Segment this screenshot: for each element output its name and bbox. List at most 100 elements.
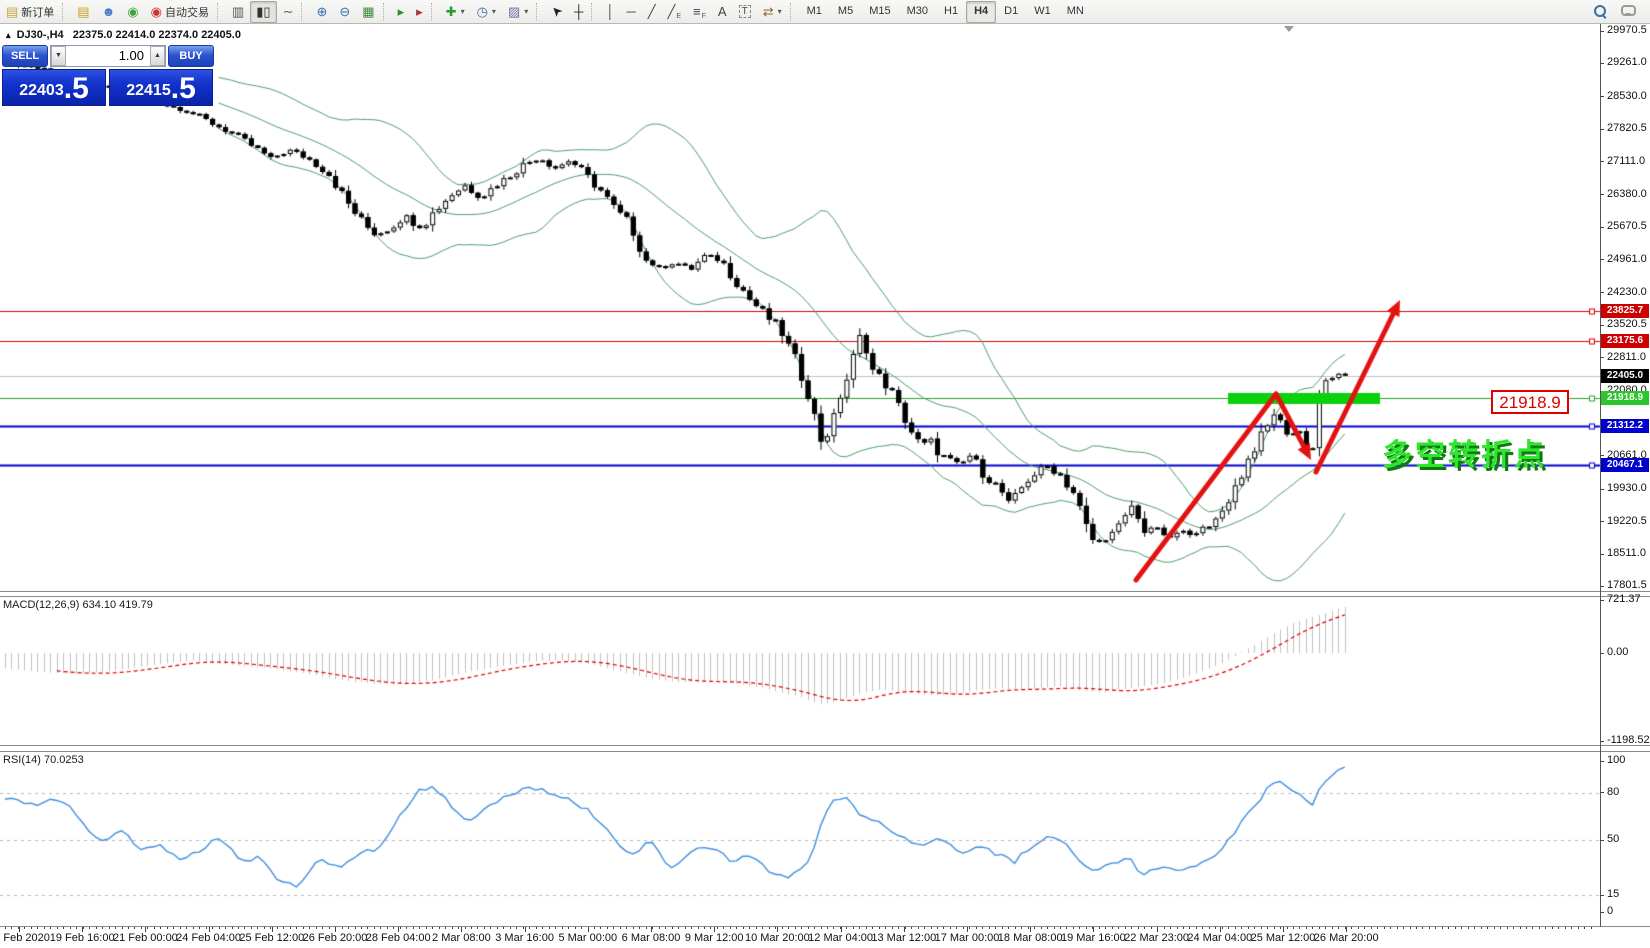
time-axis-minortick: [768, 927, 770, 929]
time-axis-label: 6 Mar 08:00: [621, 932, 681, 944]
time-axis-minortick: [1331, 927, 1333, 929]
time-axis-minortick: [199, 927, 201, 929]
horizontal-line-button[interactable]: ─: [621, 1, 642, 23]
volume-input[interactable]: 1.00: [118, 48, 144, 63]
auto-scroll-button[interactable]: ▸: [392, 1, 411, 23]
timeframe-button-m15[interactable]: M15: [869, 4, 891, 17]
time-axis-label: 24 Feb 04:00: [176, 932, 242, 944]
time-axis-minortick: [671, 927, 673, 929]
bar-chart-button[interactable]: ▥: [226, 1, 250, 23]
price-axis-label: 24961.0: [1607, 252, 1647, 265]
fibonacci-button[interactable]: ≡ F: [687, 1, 712, 23]
time-axis-minortick: [63, 927, 65, 929]
time-axis-minortick: [1092, 927, 1094, 929]
candle-chart-button[interactable]: ▮▯: [250, 0, 277, 23]
timeframe-button-mn[interactable]: MN: [1066, 4, 1084, 17]
time-axis-minortick: [891, 927, 893, 929]
toolbar-separator: [536, 2, 543, 21]
price-axis-tick: [1600, 194, 1604, 196]
time-axis-minortick: [1506, 927, 1508, 929]
profile-button[interactable]: ☻: [96, 1, 122, 23]
signal-button[interactable]: ◉: [121, 1, 144, 23]
time-axis-minortick: [153, 927, 155, 929]
time-axis-label: 25 Feb 12:00: [239, 932, 305, 944]
chat-icon[interactable]: [1621, 5, 1636, 16]
time-axis-tick: [967, 927, 968, 932]
time-axis-minortick: [1195, 927, 1197, 929]
vertical-line-button[interactable]: │: [600, 1, 620, 23]
icon-subscript: E: [676, 12, 682, 20]
dropdown-arrow-icon[interactable]: ▾: [524, 7, 529, 16]
time-axis-minortick: [949, 927, 951, 929]
time-axis-minortick: [1584, 927, 1586, 929]
tile-windows-button[interactable]: ▦: [356, 1, 380, 23]
time-axis-label: 28 Feb 04:00: [365, 932, 431, 944]
timeframe-button-m1[interactable]: M1: [806, 4, 822, 17]
timeframe-button-h4[interactable]: H4: [966, 0, 997, 23]
dropdown-arrow-icon[interactable]: ▾: [460, 7, 465, 16]
time-axis-minortick: [438, 927, 440, 929]
time-axis-minortick: [1493, 927, 1495, 929]
arrows-button[interactable]: ⇄ ▾: [757, 1, 788, 23]
time-axis-label: 19 Feb 16:00: [49, 932, 115, 944]
crosshair-button[interactable]: ┼: [568, 1, 589, 23]
sell-price-panel[interactable]: 22403.5: [2, 69, 106, 106]
time-axis-minortick: [561, 927, 563, 929]
time-axis-minortick: [729, 927, 731, 929]
time-axis-minortick: [1526, 927, 1527, 929]
time-axis-minortick: [762, 927, 764, 929]
time-axis-minortick: [937, 927, 939, 929]
time-axis-minortick: [529, 927, 531, 929]
time-axis-minortick: [1338, 927, 1340, 929]
pane-divider[interactable]: [0, 751, 1650, 752]
time-axis-minortick: [859, 927, 861, 929]
auto-trading-button[interactable]: ◉ 自动交易: [145, 1, 215, 23]
time-axis-tick: [208, 927, 210, 932]
market-watch-button[interactable]: ▤: [71, 1, 95, 23]
channel-button[interactable]: ╱ E: [662, 1, 688, 23]
text-button[interactable]: A: [712, 1, 733, 23]
time-axis-minortick: [775, 927, 777, 929]
indicators-button[interactable]: ✚ ▾: [440, 1, 471, 23]
new-order-button-label: 新订单: [21, 6, 55, 19]
time-axis-minortick: [483, 927, 485, 929]
dropdown-arrow-icon[interactable]: ▾: [777, 7, 782, 16]
rsi-axis-tick: [1600, 760, 1604, 762]
time-axis-minortick: [406, 927, 408, 929]
search-icon[interactable]: [1594, 5, 1607, 18]
timeframe-button-w1[interactable]: W1: [1034, 4, 1051, 17]
templates-button[interactable]: ▨ ▾: [502, 1, 534, 23]
cursor-button[interactable]: ➤: [545, 1, 568, 23]
buy-button[interactable]: BUY: [168, 45, 214, 67]
pane-divider[interactable]: [0, 591, 1650, 592]
timeframe-button-h1[interactable]: H1: [944, 4, 959, 17]
volume-up-button[interactable]: ▲: [150, 46, 165, 66]
timeframe-button-m30[interactable]: M30: [906, 4, 928, 17]
dropdown-arrow-icon[interactable]: ▾: [491, 7, 496, 16]
pane-divider[interactable]: [0, 745, 1650, 746]
chart-shift-button[interactable]: ▸: [410, 1, 429, 23]
time-axis-minortick: [697, 927, 699, 929]
macd-axis-label: 721.37: [1607, 593, 1641, 605]
text-label-button[interactable]: T: [733, 1, 757, 23]
timeframe-button-m5[interactable]: M5: [837, 4, 854, 17]
trendline-button[interactable]: ╱: [642, 1, 662, 23]
buy-price-panel[interactable]: 22415.5: [109, 69, 213, 106]
timeframe-button-d1[interactable]: D1: [1004, 4, 1019, 17]
volume-down-button[interactable]: ▼: [51, 46, 66, 66]
zoom-out-button[interactable]: ⊖: [333, 1, 356, 23]
rsi-axis-tick: [1600, 792, 1604, 794]
pane-divider[interactable]: [0, 596, 1650, 597]
price-callout-label[interactable]: 21918.9: [1491, 390, 1569, 414]
sell-button[interactable]: SELL: [2, 45, 48, 67]
line-chart-button[interactable]: ∼: [277, 1, 300, 23]
new-order-button[interactable]: ▤ 新订单: [0, 1, 60, 23]
templates-icon: ▨: [507, 4, 521, 19]
periods-button[interactable]: ◷ ▾: [471, 1, 502, 23]
zoom-in-icon: ⊕: [316, 4, 328, 19]
time-axis-minortick: [69, 927, 71, 929]
time-axis-minortick: [30, 927, 32, 929]
zoom-in-button[interactable]: ⊕: [310, 1, 333, 23]
price-axis-tick: [1600, 324, 1604, 326]
